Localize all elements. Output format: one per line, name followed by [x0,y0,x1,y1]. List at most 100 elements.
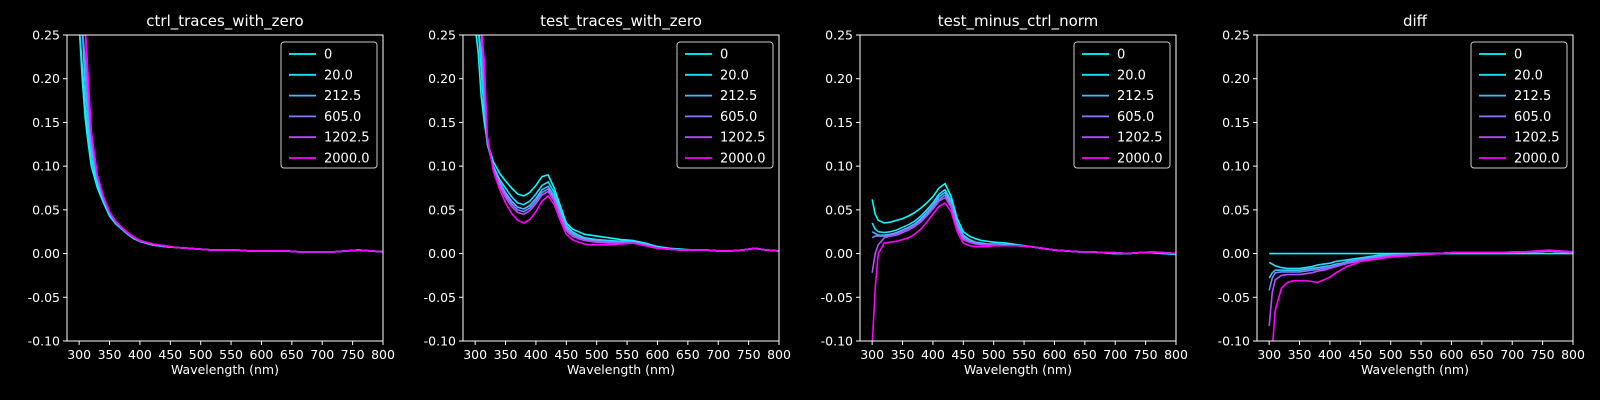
x-tick-label: 650 [1470,347,1494,362]
x-tick-label: 600 [1043,347,1067,362]
x-tick-label: 450 [554,347,578,362]
legend-label: 2000.0 [1117,152,1163,167]
x-tick-label: 600 [250,347,274,362]
axes-frame [66,34,384,342]
legend-label: 605.0 [1117,110,1154,125]
x-tick-label: 750 [737,347,761,362]
legend-label: 20.0 [324,68,353,83]
x-tick-label: 300 [860,347,884,362]
y-tick-label: 0.00 [1222,246,1250,261]
legend-label: 605.0 [324,110,361,125]
legend-label: 1202.5 [720,131,766,146]
x-tick-label: 650 [676,347,700,362]
series-line-2000-0 [1272,249,1573,341]
series-group [475,35,779,252]
y-tick-label: 0.20 [1222,71,1250,86]
x-tick-label: 550 [615,347,639,362]
y-tick-label: 0.20 [32,71,60,86]
x-tick-label: 500 [585,347,609,362]
x-tick-label: 800 [371,347,395,362]
x-axis-label: Wavelength (nm) [567,362,675,377]
y-tick-label: -0.05 [821,290,853,305]
axes-frame [859,34,1177,342]
y-tick-label: 0.15 [825,115,853,130]
y-tick-label: -0.10 [424,334,456,349]
x-tick-label: 700 [1103,347,1127,362]
chart-title: test_traces_with_zero [540,12,702,31]
y-tick-label: -0.05 [424,290,456,305]
x-tick-label: 300 [67,347,91,362]
y-tick-label: 0.05 [825,202,853,217]
y-tick-label: 0.10 [428,159,456,174]
x-tick-label: 750 [1531,347,1555,362]
legend: 0 20.0 212.5 605.0 1202.5 2000.0 [1073,41,1171,169]
legend: 0 20.0 212.5 605.0 1202.5 2000.0 [676,41,774,169]
y-tick-label: 0.00 [428,246,456,261]
y-tick-label: -0.10 [28,334,60,349]
legend-label: 0 [720,48,728,63]
x-tick-label: 550 [1012,347,1036,362]
y-tick-label: 0.25 [32,28,60,43]
legend-label: 0 [324,48,332,63]
x-tick-label: 650 [1073,347,1097,362]
y-tick-label: -0.05 [1218,290,1250,305]
legend: 0 20.0 212.5 605.0 1202.5 2000.0 [1470,41,1568,169]
x-tick-label: 400 [128,347,152,362]
y-tick-label: 0.15 [428,115,456,130]
y-tick-label: -0.10 [1218,334,1250,349]
series-line-2000-0 [481,35,779,252]
x-tick-label: 650 [280,347,304,362]
y-tick-label: 0.20 [825,71,853,86]
legend-label: 2000.0 [1514,152,1560,167]
x-axis-label: Wavelength (nm) [171,362,279,377]
subplot-test-traces-with-zero: 300 350 400 450 500 550 600 650 700 750 800 -0.10 -0… [424,12,791,377]
y-tick-label: 0.10 [32,159,60,174]
y-tick-label: 0.25 [825,28,853,43]
legend-label: 0 [1117,48,1125,63]
y-tick-label: 0.00 [825,246,853,261]
x-tick-label: 550 [1409,347,1433,362]
x-tick-label: 300 [1257,347,1281,362]
x-tick-label: 350 [891,347,915,362]
x-tick-label: 400 [1318,347,1342,362]
x-tick-label: 350 [494,347,518,362]
series-group [871,182,1176,341]
legend-label: 212.5 [1514,89,1551,104]
x-tick-label: 550 [219,347,243,362]
x-tick-label: 300 [463,347,487,362]
x-tick-label: 600 [1440,347,1464,362]
x-tick-label: 450 [1348,347,1372,362]
x-tick-label: 450 [951,347,975,362]
legend-label: 212.5 [324,89,361,104]
y-tick-label: 0.15 [1222,115,1250,130]
x-tick-label: 350 [1288,347,1312,362]
x-tick-label: 500 [189,347,213,362]
legend-label: 212.5 [1117,89,1154,104]
y-tick-label: 0.25 [1222,28,1250,43]
x-tick-label: 800 [1561,347,1585,362]
x-tick-label: 800 [1164,347,1188,362]
x-axis-label: Wavelength (nm) [1361,362,1469,377]
legend: 0 20.0 212.5 605.0 1202.5 2000.0 [280,41,378,169]
legend-label: 605.0 [720,110,757,125]
legend-label: 1202.5 [324,131,370,146]
x-tick-label: 700 [1500,347,1524,362]
legend-label: 1202.5 [1514,131,1560,146]
x-tick-label: 750 [341,347,365,362]
y-tick-label: 0.10 [1222,159,1250,174]
y-tick-label: 0.10 [825,159,853,174]
x-tick-label: 750 [1134,347,1158,362]
x-tick-label: 700 [706,347,730,362]
x-tick-label: 800 [767,347,791,362]
subplot-diff: 300 350 400 450 500 550 600 650 700 750 800 -0.10 -0… [1218,12,1585,377]
legend-label: 20.0 [720,68,749,83]
x-tick-label: 600 [646,347,670,362]
legend-label: 605.0 [1514,110,1551,125]
x-tick-label: 700 [310,347,334,362]
legend-label: 1202.5 [1117,131,1163,146]
legend-label: 2000.0 [720,152,766,167]
legend-label: 20.0 [1117,68,1146,83]
y-tick-label: 0.05 [32,202,60,217]
y-tick-label: 0.15 [32,115,60,130]
x-tick-label: 400 [524,347,548,362]
